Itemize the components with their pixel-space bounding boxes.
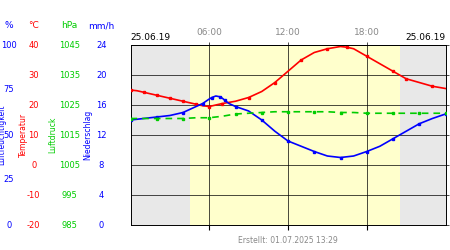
- Bar: [189, 45, 400, 225]
- Text: 12: 12: [96, 130, 107, 140]
- Text: -10: -10: [27, 190, 40, 200]
- Text: 40: 40: [28, 40, 39, 50]
- Text: Luftdruck: Luftdruck: [49, 117, 58, 153]
- Text: 1015: 1015: [59, 130, 80, 140]
- Text: 75: 75: [4, 86, 14, 94]
- Text: 24: 24: [96, 40, 107, 50]
- Text: 1025: 1025: [59, 100, 80, 110]
- Text: Luftfeuchtigkeit: Luftfeuchtigkeit: [0, 105, 7, 165]
- Text: Erstellt: 01.07.2025 13:29: Erstellt: 01.07.2025 13:29: [238, 236, 338, 245]
- Text: 25.06.19: 25.06.19: [405, 34, 446, 42]
- Text: 20: 20: [28, 100, 39, 110]
- Text: 25.06.19: 25.06.19: [130, 34, 171, 42]
- Text: 0: 0: [31, 160, 36, 170]
- Text: 25: 25: [4, 176, 14, 184]
- Text: 100: 100: [1, 40, 17, 50]
- Text: 0: 0: [99, 220, 104, 230]
- Text: °C: °C: [28, 21, 39, 30]
- Text: 985: 985: [62, 220, 78, 230]
- Text: 50: 50: [4, 130, 14, 140]
- Text: 16: 16: [96, 100, 107, 110]
- Text: 8: 8: [99, 160, 104, 170]
- Text: 4: 4: [99, 190, 104, 200]
- Text: %: %: [4, 21, 13, 30]
- Text: 1035: 1035: [59, 70, 80, 80]
- Text: 30: 30: [28, 70, 39, 80]
- Text: 1005: 1005: [59, 160, 80, 170]
- Text: 20: 20: [96, 70, 107, 80]
- Text: Temperatur: Temperatur: [19, 113, 28, 157]
- Text: hPa: hPa: [62, 21, 78, 30]
- Text: 995: 995: [62, 190, 77, 200]
- Text: 0: 0: [6, 220, 12, 230]
- Text: 10: 10: [28, 130, 39, 140]
- Text: mm/h: mm/h: [88, 21, 114, 30]
- Text: -20: -20: [27, 220, 40, 230]
- Text: Niederschlag: Niederschlag: [83, 110, 92, 160]
- Text: 1045: 1045: [59, 40, 80, 50]
